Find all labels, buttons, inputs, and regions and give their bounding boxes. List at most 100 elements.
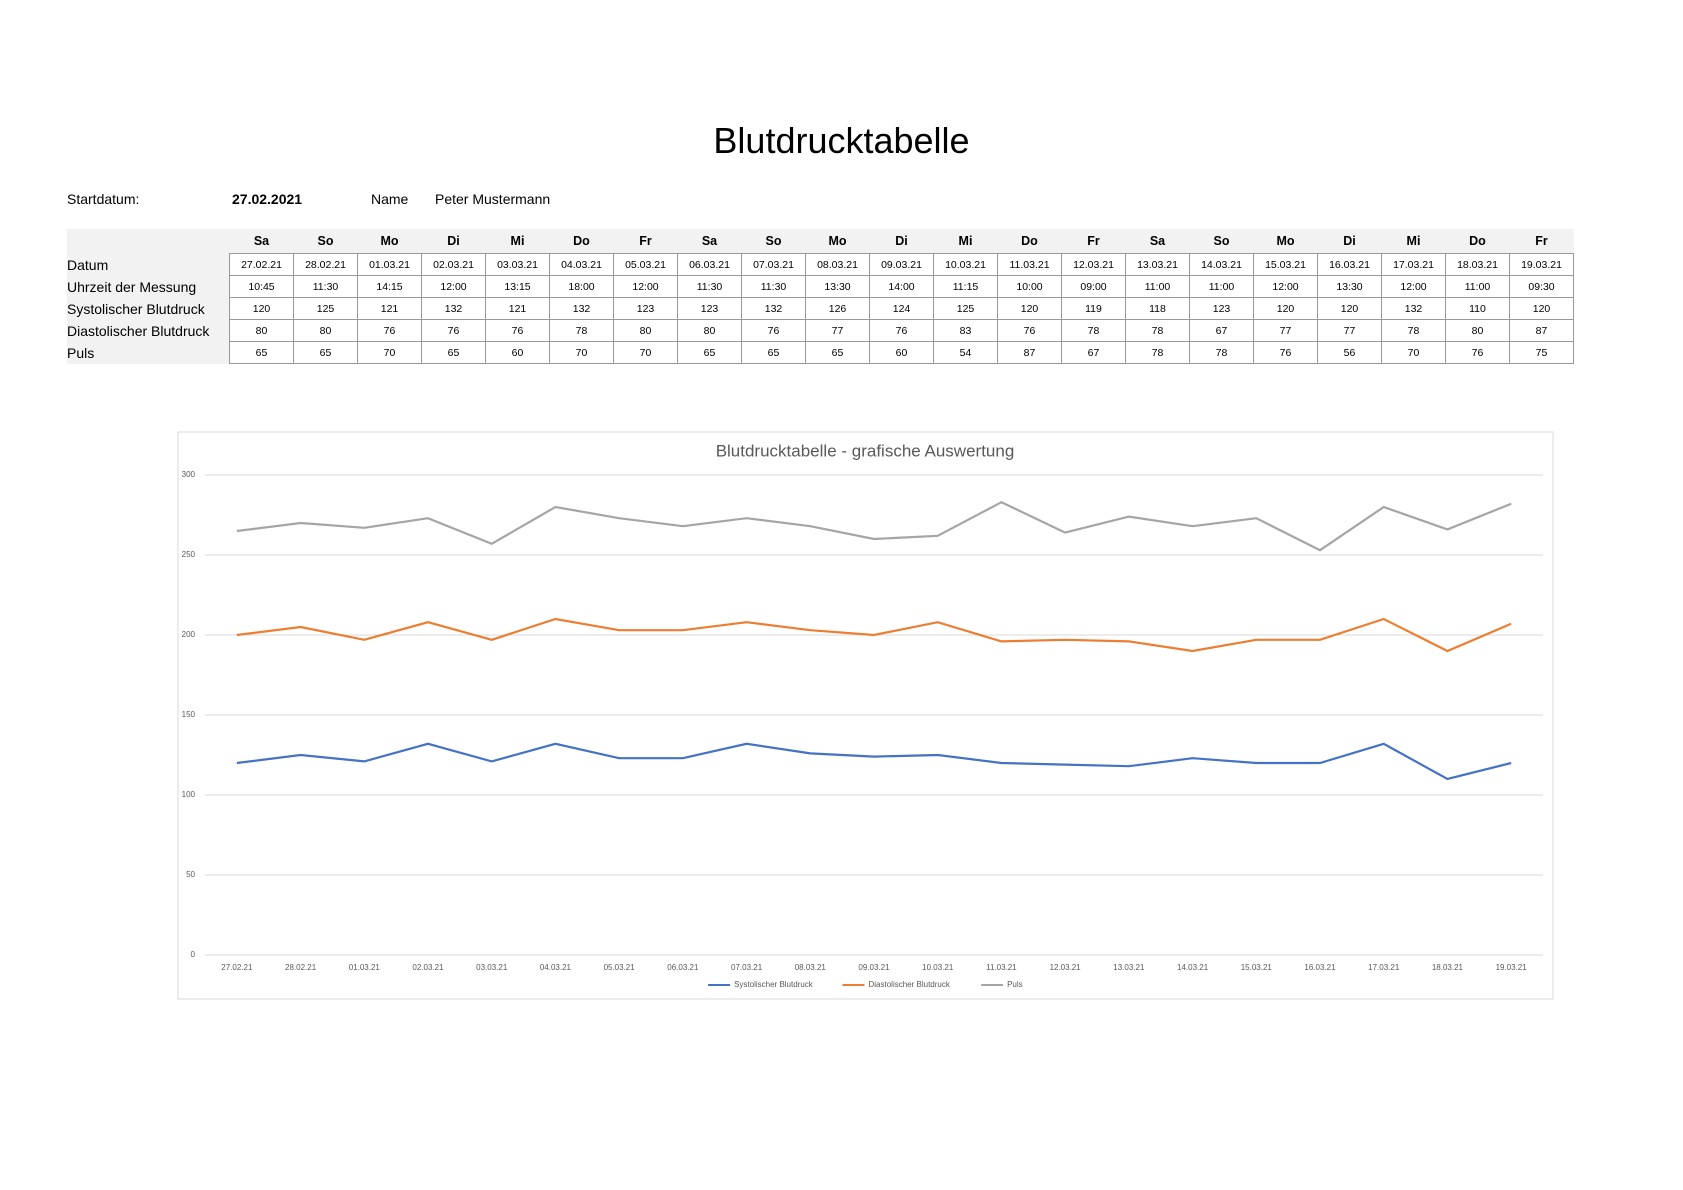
x-tick-label: 27.02.21 [221, 963, 253, 972]
cell: 13:15 [485, 275, 550, 298]
x-tick-label: 03.03.21 [476, 963, 508, 972]
weekday: Di [421, 229, 486, 254]
series-line [236, 617, 1512, 653]
title: Blutdrucktabelle [713, 120, 970, 161]
legend-label: Diastolischer Blutdruck [869, 980, 951, 989]
x-tick-label: 01.03.21 [349, 963, 381, 972]
weekday: Mo [805, 229, 870, 254]
weekday: Di [869, 229, 934, 254]
corner [67, 229, 230, 254]
cell: 02.03.21 [421, 253, 486, 276]
y-tick-label: 0 [191, 950, 196, 959]
weekday: Mi [485, 229, 550, 254]
weekday: Di [1317, 229, 1382, 254]
weekday: Fr [1061, 229, 1126, 254]
weekday: Sa [1125, 229, 1190, 254]
weekday: Mi [933, 229, 998, 254]
x-tick-label: 08.03.21 [795, 963, 827, 972]
cell: 60 [869, 341, 934, 364]
weekday: So [293, 229, 358, 254]
cell: 54 [933, 341, 998, 364]
x-tick-label: 18.03.21 [1432, 963, 1464, 972]
x-tick-label: 05.03.21 [604, 963, 636, 972]
row-label: Datum [67, 253, 230, 276]
cell: 75 [1509, 341, 1574, 364]
x-tick-label: 06.03.21 [667, 963, 699, 972]
legend-label: Puls [1007, 980, 1023, 989]
cell: 27.02.21 [229, 253, 294, 276]
x-tick-label: 16.03.21 [1304, 963, 1336, 972]
cell: 14.03.21 [1189, 253, 1254, 276]
cell: 70 [357, 341, 422, 364]
weekday: Fr [1509, 229, 1574, 254]
start-date: 27.02.2021 [232, 191, 303, 207]
cell: 70 [549, 341, 614, 364]
series-line [236, 500, 1512, 552]
cell: 123 [613, 297, 678, 320]
name-label: Name [371, 191, 409, 207]
cell: 10:45 [229, 275, 294, 298]
cell: 78 [1189, 341, 1254, 364]
x-tick-label: 09.03.21 [858, 963, 890, 972]
x-tick-label: 07.03.21 [731, 963, 763, 972]
weekday: Mi [1381, 229, 1446, 254]
weekday: Do [1445, 229, 1510, 254]
table-row: Uhrzeit der Messung 10:45 11:30 14:15 12:00 1… [67, 275, 1574, 298]
cell: 18:00 [549, 275, 614, 298]
cell: 120 [1317, 297, 1382, 320]
weekday: So [1189, 229, 1254, 254]
weekday-row: Sa So Mo Di Mi Do Fr Sa So Mo Di Mi Do Fr Sa So Mo Di Mi Do… [67, 229, 1574, 254]
weekday: Sa [677, 229, 742, 254]
y-tick-label: 300 [182, 470, 196, 479]
x-tick-label: 15.03.21 [1241, 963, 1273, 972]
data-table: Sa So Mo Di Mi Do Fr Sa So Mo Di Mi Do Fr Sa So Mo Di Mi Do… [67, 229, 1574, 364]
cell: 13:30 [805, 275, 870, 298]
x-tick-label: 13.03.21 [1113, 963, 1145, 972]
x-tick-label: 12.03.21 [1050, 963, 1082, 972]
weekday: Sa [229, 229, 294, 254]
cell: 07.03.21 [741, 253, 806, 276]
y-tick-label: 250 [182, 550, 196, 559]
weekday: Do [997, 229, 1062, 254]
row-label: Systolischer Blutdruck [67, 297, 230, 320]
cell: 08.03.21 [805, 253, 870, 276]
cell: 11:30 [677, 275, 742, 298]
cell: 14:15 [357, 275, 422, 298]
row-label: Diastolischer Blutdruck [67, 319, 230, 342]
chart-title: Blutdrucktabelle - grafische Auswertung [716, 441, 1015, 460]
x-tick-label: 04.03.21 [540, 963, 572, 972]
x-tick-label: 11.03.21 [986, 963, 1017, 972]
row-label: Puls [67, 341, 230, 364]
cell: 01.03.21 [357, 253, 422, 276]
cell: 121 [357, 297, 422, 320]
y-tick-label: 150 [182, 710, 196, 719]
weekday: Fr [613, 229, 678, 254]
legend-label: Systolischer Blutdruck [734, 980, 814, 989]
cell: 10.03.21 [933, 253, 998, 276]
x-tick-label: 14.03.21 [1177, 963, 1209, 972]
weekday: Do [549, 229, 614, 254]
table-row: Puls 65 65 70 65 60 70 70 65 65 65 60 54 87 67 78 78 76 56… [67, 341, 1574, 364]
cell: 14:00 [869, 275, 934, 298]
x-tick-label: 19.03.21 [1496, 963, 1528, 972]
x-tick-label: 17.03.21 [1368, 963, 1400, 972]
x-tick-label: 02.03.21 [412, 963, 444, 972]
cell: 70 [613, 341, 678, 364]
series-line [236, 742, 1512, 781]
cell: 11:00 [1189, 275, 1254, 298]
cell: 18.03.21 [1445, 253, 1510, 276]
start-label: Startdatum: [67, 191, 140, 207]
cell: 12:00 [1381, 275, 1446, 298]
cell: 132 [549, 297, 614, 320]
y-tick-label: 200 [182, 630, 196, 639]
cell: 16.03.21 [1317, 253, 1382, 276]
table-row: Systolischer Blutdruck 120 125 121 132 121 132… [67, 297, 1574, 320]
x-tick-label: 10.03.21 [922, 963, 954, 972]
cell: 03.03.21 [485, 253, 550, 276]
x-tick-label: 28.02.21 [285, 963, 317, 972]
weekday: Mo [1253, 229, 1318, 254]
y-tick-label: 50 [186, 870, 195, 879]
table-row: Diastolischer Blutdruck 80 80 76 76 76 78 80 80 7… [67, 319, 1574, 342]
